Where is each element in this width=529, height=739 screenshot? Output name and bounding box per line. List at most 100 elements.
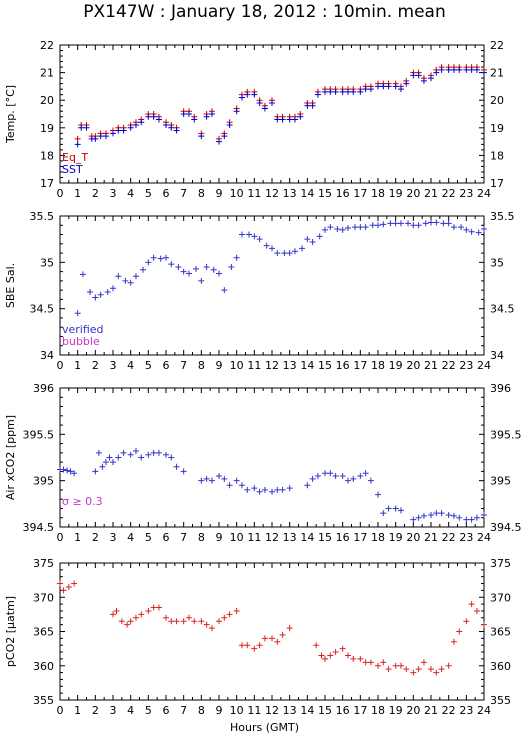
pco2-data-point xyxy=(327,652,334,659)
temp-data-point xyxy=(327,88,334,95)
xco2-data-point xyxy=(392,505,399,512)
sal-y-tick-label-right: 35.5 xyxy=(490,210,515,223)
pco2-x-tick-label: 3 xyxy=(110,704,117,717)
xco2-data-point xyxy=(67,468,74,475)
temp-x-tick-label: 24 xyxy=(477,187,491,200)
temp-x-tick-label: 1 xyxy=(74,187,81,200)
pco2-data-point xyxy=(256,642,263,649)
xco2-x-tick-label: 19 xyxy=(389,531,403,544)
sal-data-point xyxy=(97,291,104,298)
pco2-data-point xyxy=(65,583,72,590)
pco2-data-point xyxy=(145,607,152,614)
xco2-data-point xyxy=(226,482,233,489)
pco2-data-point xyxy=(279,631,286,638)
xco2-y-tick-label-right: 396 xyxy=(490,382,511,395)
sal-data-point xyxy=(375,222,381,229)
pco2-data-point xyxy=(233,607,240,614)
sal-data-point xyxy=(79,271,86,278)
xco2-data-point xyxy=(350,475,357,482)
x-axis-label: Hours (GMT) xyxy=(229,721,300,734)
pco2-x-tick-label: 0 xyxy=(57,704,64,717)
temp-data-point xyxy=(274,116,281,123)
temp-data-point xyxy=(332,88,339,95)
temp-y-tick-label: 17 xyxy=(40,177,54,190)
xco2-data-point xyxy=(481,511,487,518)
pco2-x-tick-label: 10 xyxy=(230,704,244,717)
xco2-data-point xyxy=(279,486,286,493)
temp-y-tick-label: 19 xyxy=(40,122,54,135)
pco2-x-tick-label: 9 xyxy=(216,704,223,717)
xco2-data-point xyxy=(410,516,417,523)
sal-data-point xyxy=(410,222,417,229)
temp-data-point xyxy=(279,116,286,123)
xco2-data-point xyxy=(150,449,157,456)
temp-data-point xyxy=(261,105,268,112)
temp-frame xyxy=(59,44,485,184)
temp-x-tick-label: 19 xyxy=(389,187,403,200)
xco2-x-tick-label: 18 xyxy=(371,531,385,544)
xco2-y-axis-label: Air xCO2 [ppm] xyxy=(4,415,17,500)
pco2-data-point xyxy=(318,652,325,659)
temp-legend-entry: Eq_T xyxy=(62,151,88,164)
pco2-x-tick-label: 23 xyxy=(459,704,473,717)
xco2-data-point xyxy=(314,473,321,480)
temp-data-point xyxy=(74,141,81,148)
sal-data-point xyxy=(274,250,281,257)
sal-data-point xyxy=(428,219,434,226)
pco2-y-axis-label: pCO2 [µatm] xyxy=(4,596,17,667)
sal-data-point xyxy=(392,220,399,227)
temp-data-point xyxy=(362,86,369,93)
temp-x-tick-label: 9 xyxy=(216,187,223,200)
xco2-data-point xyxy=(362,470,369,477)
xco2-data-point xyxy=(332,473,339,480)
temp-x-tick-label: 4 xyxy=(127,187,134,200)
xco2-x-tick-label: 11 xyxy=(247,531,261,544)
xco2-data-point xyxy=(309,475,316,482)
pco2-data-point xyxy=(392,662,399,669)
pco2-data-point xyxy=(261,635,268,642)
temp-data-point xyxy=(110,130,116,137)
temp-data-point xyxy=(297,113,304,120)
sal-x-tick-label: 1 xyxy=(74,359,81,372)
pco2-data-point xyxy=(357,655,364,662)
xco2-x-tick-label: 1 xyxy=(74,531,81,544)
sal-data-point xyxy=(122,277,129,284)
sal-data-point xyxy=(309,238,316,245)
sal-x-tick-label: 18 xyxy=(371,359,385,372)
temp-data-point xyxy=(155,116,162,123)
xco2-x-tick-label: 24 xyxy=(477,531,491,544)
temp-x-tick-label: 6 xyxy=(163,187,170,200)
pco2-y-tick-label-right: 355 xyxy=(490,694,511,707)
sal-data-point xyxy=(256,236,263,243)
sal-data-point xyxy=(433,219,440,226)
sal-data-point xyxy=(185,270,192,277)
temp-x-tick-label: 17 xyxy=(353,187,367,200)
sal-data-point xyxy=(150,254,157,261)
pco2-y-tick-label-right: 365 xyxy=(490,626,511,639)
pco2-y-tick-label: 370 xyxy=(33,591,54,604)
temp-x-tick-label: 12 xyxy=(265,187,279,200)
temp-data-point xyxy=(244,91,251,98)
temp-data-point xyxy=(238,94,245,101)
temp-data-point xyxy=(463,66,470,73)
xco2-data-point xyxy=(415,514,422,521)
temp-data-point xyxy=(322,88,328,95)
temp-x-tick-label: 2 xyxy=(92,187,99,200)
sal-x-tick-label: 10 xyxy=(230,359,244,372)
pco2-data-point xyxy=(180,618,187,625)
xco2-x-tick-label: 2 xyxy=(92,531,99,544)
temp-data-point xyxy=(233,108,240,115)
pco2-data-point xyxy=(286,625,293,632)
temp-data-point xyxy=(168,124,175,131)
xco2-data-point xyxy=(102,459,109,466)
pco2-data-point xyxy=(344,652,351,659)
pco2-x-tick-label: 11 xyxy=(247,704,261,717)
pco2-data-point xyxy=(350,655,357,662)
temp-x-tick-label: 15 xyxy=(318,187,332,200)
sal-x-tick-label: 3 xyxy=(110,359,117,372)
sal-x-tick-label: 2 xyxy=(92,359,99,372)
pco2-data-point xyxy=(57,580,63,587)
pco2-y-tick-label: 355 xyxy=(33,694,54,707)
pco2-x-tick-label: 1 xyxy=(74,704,81,717)
sal-y-tick-label-right: 35 xyxy=(490,256,504,269)
